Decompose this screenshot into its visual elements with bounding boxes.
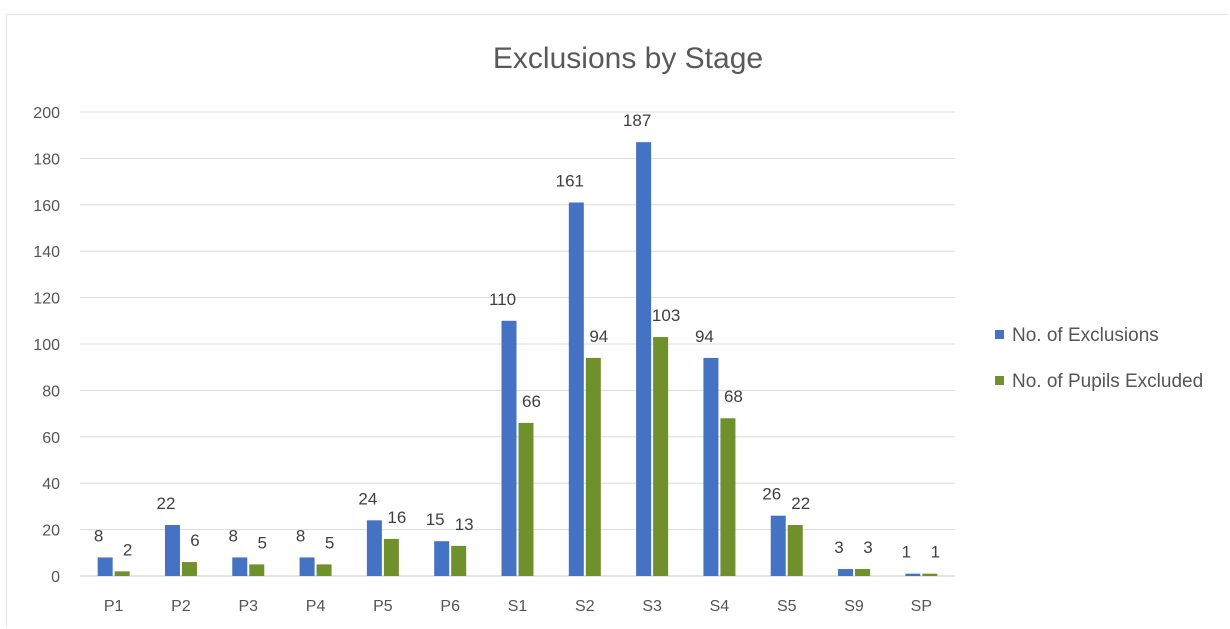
bar xyxy=(451,545,467,576)
x-axis-ticks: P1 P2 P3 P4 P5 P6 S1 S2 S3 S4 S5 S9 SP xyxy=(104,598,932,615)
data-label: 94 xyxy=(589,327,608,346)
data-label: 22 xyxy=(791,494,810,513)
y-tick-label: 160 xyxy=(33,198,60,215)
legend-label: No. of Exclusions xyxy=(1012,325,1159,346)
bar xyxy=(434,541,450,576)
y-tick-label: 0 xyxy=(51,569,60,586)
bar xyxy=(653,337,669,576)
data-label: 8 xyxy=(296,526,305,545)
bar xyxy=(299,557,315,576)
data-label: 5 xyxy=(258,533,267,552)
bars xyxy=(97,142,938,577)
bar xyxy=(703,357,719,576)
data-label: 3 xyxy=(863,538,872,557)
y-axis-ticks: 0 20 40 60 80 100 120 140 160 180 200 xyxy=(33,105,60,586)
data-label: 1 xyxy=(931,543,940,562)
data-label: 66 xyxy=(522,392,541,411)
data-label: 8 xyxy=(94,526,103,545)
x-tick-label: P6 xyxy=(440,598,460,615)
data-label: 22 xyxy=(157,494,176,513)
x-tick-label: S4 xyxy=(710,598,730,615)
bar xyxy=(316,564,332,576)
data-label: 13 xyxy=(455,515,474,534)
data-label: 26 xyxy=(762,485,781,504)
bar xyxy=(114,571,130,576)
bar xyxy=(905,573,921,576)
legend-swatch xyxy=(995,376,1004,385)
data-label: 103 xyxy=(652,306,680,325)
bar xyxy=(97,557,113,576)
chart-frame xyxy=(6,14,1228,626)
gridlines xyxy=(80,111,955,577)
x-tick-label: P2 xyxy=(171,598,191,615)
bar xyxy=(855,569,871,576)
bar xyxy=(249,564,265,576)
data-label: 1 xyxy=(902,543,911,562)
bar xyxy=(787,524,803,576)
x-tick-label: S3 xyxy=(642,598,662,615)
x-tick-label: S5 xyxy=(777,598,797,615)
x-tick-label: S1 xyxy=(508,598,528,615)
bar xyxy=(838,569,854,576)
bar xyxy=(636,142,652,576)
bar xyxy=(366,520,382,576)
bar xyxy=(518,422,534,576)
x-tick-label: P5 xyxy=(373,598,393,615)
x-tick-label: P3 xyxy=(238,598,258,615)
bar xyxy=(232,557,248,576)
bar xyxy=(501,320,517,576)
y-tick-label: 40 xyxy=(42,476,60,493)
data-label: 2 xyxy=(123,540,132,559)
data-label: 187 xyxy=(623,111,651,130)
x-tick-label: SP xyxy=(911,598,932,615)
legend-swatch xyxy=(995,330,1004,339)
data-label: 3 xyxy=(834,538,843,557)
data-label: 15 xyxy=(426,510,445,529)
legend: No. of Exclusions No. of Pupils Excluded xyxy=(995,325,1203,392)
y-tick-label: 140 xyxy=(33,244,60,261)
x-tick-label: P4 xyxy=(306,598,326,615)
y-tick-label: 120 xyxy=(33,291,60,308)
bar xyxy=(568,202,584,577)
y-tick-label: 200 xyxy=(33,105,60,122)
bar xyxy=(720,418,736,576)
data-label: 8 xyxy=(229,526,238,545)
y-tick-label: 80 xyxy=(42,383,60,400)
bar xyxy=(181,562,197,576)
legend-label: No. of Pupils Excluded xyxy=(1012,371,1203,392)
bar xyxy=(770,515,786,576)
y-tick-label: 180 xyxy=(33,151,60,168)
data-label: 161 xyxy=(556,171,584,190)
bar xyxy=(585,357,601,576)
bar xyxy=(164,524,180,576)
data-label: 16 xyxy=(387,508,406,527)
data-label: 6 xyxy=(190,531,199,550)
y-tick-label: 20 xyxy=(42,523,60,540)
x-tick-label: S2 xyxy=(575,598,595,615)
data-label: 68 xyxy=(724,387,743,406)
data-label: 110 xyxy=(489,290,516,309)
y-tick-label: 60 xyxy=(42,430,60,447)
data-label: 94 xyxy=(695,327,714,346)
x-tick-label: S9 xyxy=(844,598,864,615)
y-tick-label: 100 xyxy=(33,337,60,354)
bar xyxy=(383,538,399,576)
bar xyxy=(922,573,938,576)
chart-title: Exclusions by Stage xyxy=(493,42,763,75)
data-label: 5 xyxy=(325,533,334,552)
x-tick-label: P1 xyxy=(104,598,124,615)
data-label: 24 xyxy=(358,489,377,508)
